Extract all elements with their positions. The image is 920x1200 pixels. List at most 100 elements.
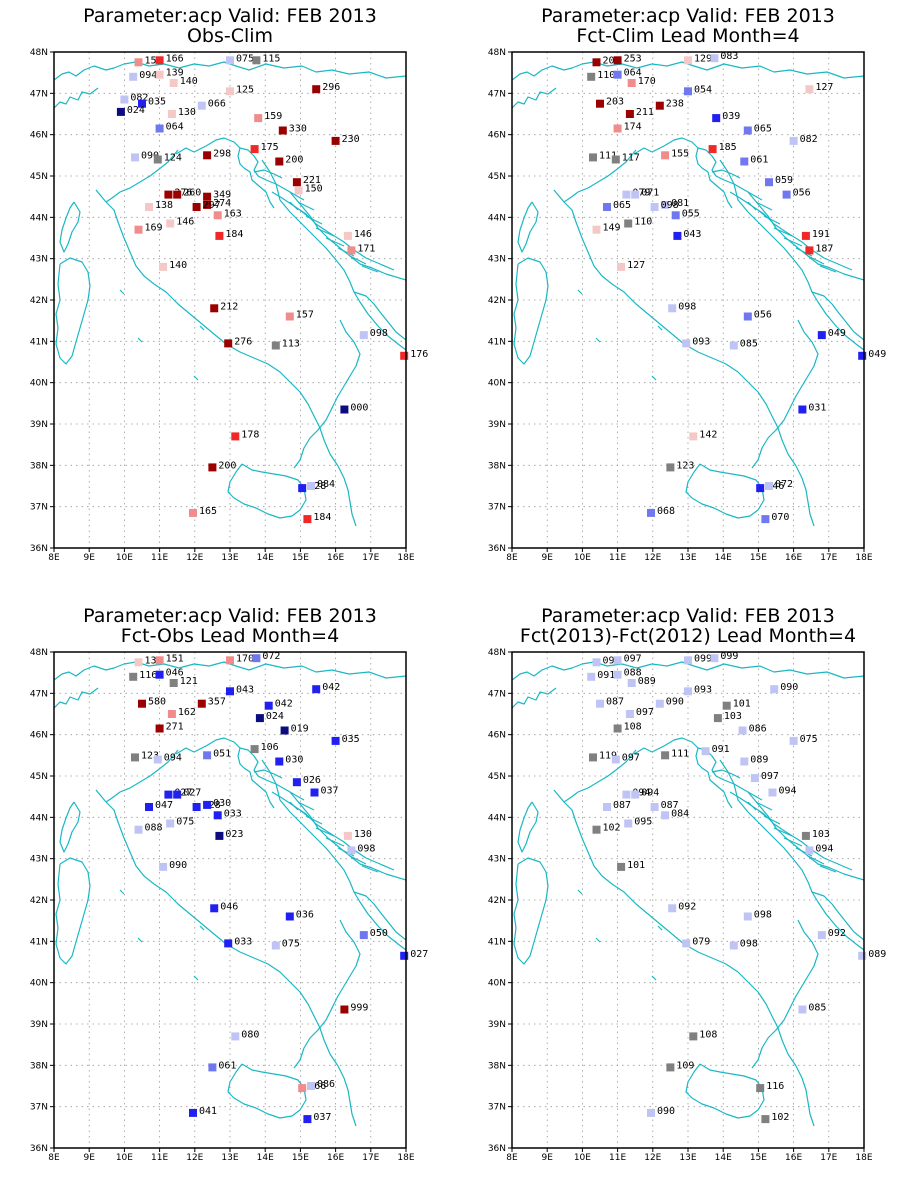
- station-label: 170: [236, 653, 254, 664]
- station-label: 115: [262, 53, 280, 64]
- station-marker: [159, 862, 168, 871]
- station-marker: [666, 1063, 675, 1072]
- station-marker: [661, 751, 670, 760]
- station-marker: [159, 262, 168, 271]
- station-label: 098: [661, 200, 679, 211]
- station-label: 046: [220, 901, 238, 912]
- station-label: 099: [694, 653, 712, 664]
- station-label: 028: [308, 481, 326, 492]
- station-marker: [331, 136, 340, 145]
- station-marker: [271, 341, 280, 350]
- lat-tick-label: 40N: [488, 379, 506, 389]
- station-label: 083: [720, 51, 738, 62]
- station-marker: [613, 56, 622, 65]
- station-label: 212: [220, 301, 238, 312]
- station-label: 274: [213, 198, 231, 209]
- station-label: 087: [613, 800, 631, 811]
- station-label: 054: [694, 84, 712, 95]
- station-label: 297: [203, 200, 221, 211]
- station-label: 081: [671, 198, 689, 209]
- station-label: 068: [657, 506, 675, 517]
- lat-tick-label: 45N: [30, 172, 48, 182]
- station-label: 178: [241, 429, 259, 440]
- station-marker: [226, 656, 234, 665]
- lat-tick-label: 45N: [488, 172, 506, 182]
- station-label: 101: [733, 699, 751, 710]
- station-label: 090: [141, 150, 159, 161]
- station-marker: [155, 724, 164, 733]
- lat-tick-label: 47N: [30, 89, 48, 99]
- station-marker: [153, 755, 162, 764]
- station-label: 099: [603, 655, 621, 666]
- station-marker: [805, 246, 814, 255]
- lon-tick-label: 12E: [644, 553, 661, 563]
- lat-tick-label: 37N: [488, 1103, 506, 1113]
- station-marker: [359, 931, 368, 940]
- station-marker: [250, 145, 259, 154]
- station-marker: [647, 1108, 655, 1117]
- lat-tick-label: 41N: [488, 937, 506, 947]
- station-marker: [400, 351, 409, 360]
- station-label: 027: [174, 788, 192, 799]
- station-marker: [307, 482, 315, 490]
- lon-tick-label: 17E: [362, 1153, 379, 1163]
- station-marker: [617, 262, 626, 271]
- station-label: 130: [178, 107, 196, 118]
- station-marker: [298, 484, 307, 493]
- station-label: 174: [624, 122, 642, 133]
- lat-tick-label: 45N: [488, 772, 506, 782]
- station-marker: [817, 331, 826, 340]
- station-label: 276: [174, 188, 192, 199]
- station-marker: [294, 186, 303, 195]
- station-label: 092: [678, 901, 696, 912]
- lon-tick-label: 17E: [362, 553, 379, 563]
- station-label: 087: [606, 697, 624, 708]
- station-marker: [655, 101, 664, 110]
- station-label: 140: [169, 260, 187, 271]
- lon-tick-label: 12E: [644, 1153, 661, 1163]
- station-marker: [208, 463, 217, 472]
- station-label: 111: [599, 150, 617, 161]
- lat-tick-label: 37N: [30, 503, 48, 513]
- station-marker: [298, 1084, 307, 1093]
- station-marker: [613, 70, 622, 79]
- station-label: 019: [291, 724, 309, 735]
- station-label: 200: [285, 155, 303, 166]
- lon-tick-label: 10E: [116, 1153, 133, 1163]
- lon-tick-label: 16E: [327, 1153, 344, 1163]
- station-label: 088: [624, 668, 642, 679]
- station-label: 330: [289, 124, 307, 135]
- station-label: 037: [313, 1112, 331, 1123]
- station-marker: [666, 463, 675, 472]
- station-marker: [655, 699, 664, 708]
- lon-tick-label: 11E: [151, 553, 168, 563]
- station-label: 162: [178, 707, 196, 718]
- station-label: 098: [740, 939, 758, 950]
- panel-title-line1: Parameter:acp Valid: FEB 2013: [541, 605, 835, 627]
- station-label: 093: [692, 336, 710, 347]
- station-label: 065: [613, 200, 631, 211]
- station-marker: [155, 670, 164, 679]
- lon-tick-label: 15E: [292, 553, 309, 563]
- station-marker: [689, 432, 698, 441]
- station-marker: [592, 658, 601, 667]
- station-marker: [192, 203, 201, 211]
- lon-tick-label: 10E: [116, 553, 133, 563]
- station-label: 027: [410, 949, 428, 960]
- station-label: 098: [370, 328, 388, 339]
- lat-tick-label: 39N: [488, 420, 506, 430]
- station-marker: [285, 912, 294, 921]
- station-marker: [254, 114, 263, 123]
- station-marker: [203, 800, 212, 809]
- lat-tick-label: 48N: [30, 48, 48, 58]
- station-marker: [708, 145, 717, 154]
- station-marker: [131, 153, 139, 162]
- panel-title-line1: Parameter:acp Valid: FEB 2013: [83, 605, 377, 627]
- lat-tick-label: 36N: [488, 1144, 506, 1154]
- station-marker: [729, 341, 738, 350]
- lat-tick-label: 44N: [30, 213, 48, 223]
- lat-tick-label: 43N: [488, 255, 506, 265]
- station-marker: [145, 203, 153, 211]
- station-label: 170: [638, 76, 656, 87]
- station-label: 103: [812, 829, 830, 840]
